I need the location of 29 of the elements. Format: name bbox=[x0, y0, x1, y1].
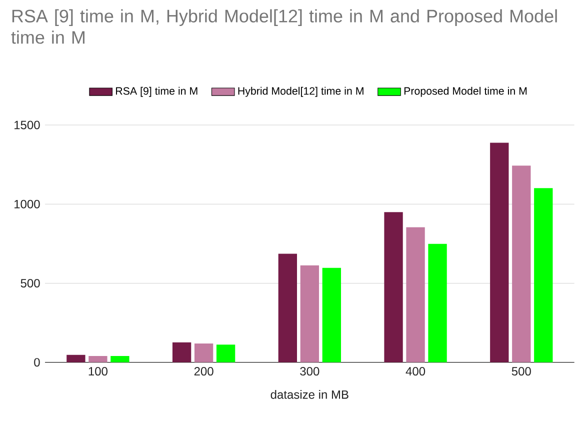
x-tick-label: 300 bbox=[300, 367, 320, 376]
bar bbox=[490, 142, 509, 362]
chart-title: RSA [9] time in M, Hybrid Model[12] time in M and Proposed Model time in M bbox=[11, 9, 557, 44]
x-tick-label: 400 bbox=[406, 367, 426, 376]
bar bbox=[172, 342, 192, 362]
bar bbox=[384, 212, 403, 362]
bar bbox=[406, 227, 425, 362]
y-tick-label: 1500 bbox=[14, 120, 40, 130]
bar bbox=[534, 188, 553, 362]
y-tick-label: 1000 bbox=[14, 200, 40, 208]
bar bbox=[88, 356, 108, 362]
legend-label: Hybrid Model[12] time in M bbox=[238, 86, 364, 97]
x-tick-label: 100 bbox=[88, 367, 108, 376]
bar bbox=[322, 268, 341, 362]
x-tick-label: 200 bbox=[194, 367, 214, 376]
y-tick-label: 500 bbox=[20, 278, 40, 288]
x-axis-title: datasize in MB bbox=[270, 390, 348, 399]
bar bbox=[278, 254, 297, 362]
bar bbox=[110, 356, 130, 362]
bar bbox=[216, 344, 236, 362]
x-tick-label: 500 bbox=[512, 367, 531, 376]
legend-label: Proposed Model time in M bbox=[404, 86, 527, 97]
legend-label: RSA [9] time in M bbox=[116, 86, 198, 97]
bar bbox=[300, 265, 319, 362]
bar bbox=[194, 343, 214, 362]
bar bbox=[428, 244, 447, 362]
bar bbox=[512, 166, 531, 362]
bar bbox=[66, 354, 86, 362]
y-tick-label: 0 bbox=[34, 358, 40, 367]
